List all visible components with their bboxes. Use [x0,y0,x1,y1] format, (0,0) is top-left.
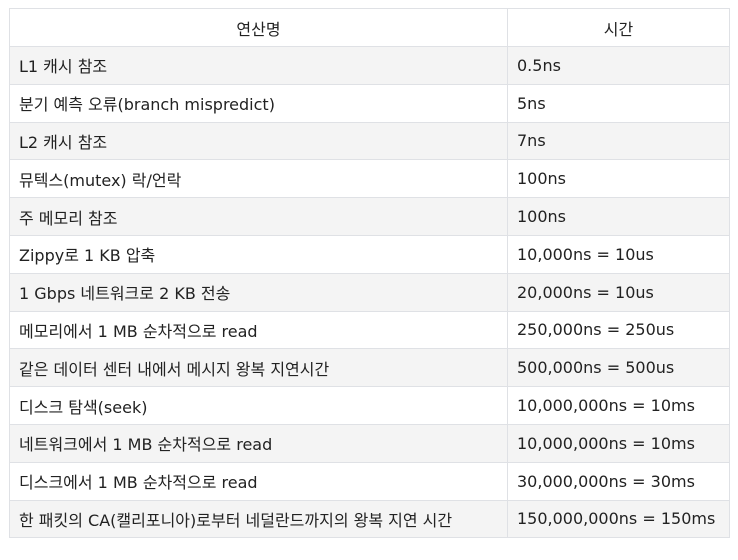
table-header-row: 연산명 시간 [9,8,730,47]
table-row: L1 캐시 참조 0.5ns [9,46,730,85]
table-row: 디스크에서 1 MB 순차적으로 read 30,000,000ns = 30m… [9,461,730,501]
time-cell: 20,000ns = 10us [507,272,730,312]
table-row: Zippy로 1 KB 압축 10,000ns = 10us [9,234,730,274]
table-row: 네트워크에서 1 MB 순차적으로 read 10,000,000ns = 10… [9,423,730,463]
operation-cell: 네트워크에서 1 MB 순차적으로 read [9,423,508,463]
time-cell: 250,000ns = 250us [507,310,730,350]
table-row: 주 메모리 참조 100ns [9,197,730,236]
latency-table-container: 연산명 시간 L1 캐시 참조 0.5ns 분기 예측 오류(branch mi… [9,8,730,539]
table-row: 같은 데이터 센터 내에서 메시지 왕복 지연시간 500,000ns = 50… [9,348,730,388]
table-row: 한 패킷의 CA(캘리포니아)로부터 네덜란드까지의 왕복 지연 시간 150,… [9,499,730,539]
time-cell: 7ns [507,121,730,161]
operation-cell: L2 캐시 참조 [9,121,508,161]
table-row: 디스크 탐색(seek) 10,000,000ns = 10ms [9,386,730,425]
operation-cell: 디스크에서 1 MB 순차적으로 read [9,461,508,501]
operation-cell: 디스크 탐색(seek) [9,386,508,425]
operation-cell: 한 패킷의 CA(캘리포니아)로부터 네덜란드까지의 왕복 지연 시간 [9,499,508,539]
time-cell: 10,000,000ns = 10ms [507,386,730,425]
time-cell: 30,000,000ns = 30ms [507,461,730,501]
time-cell: 150,000,000ns = 150ms [507,499,730,539]
table-row: 뮤텍스(mutex) 락/언락 100ns [9,159,730,199]
operation-cell: 1 Gbps 네트워크로 2 KB 전송 [9,272,508,312]
table-row: L2 캐시 참조 7ns [9,121,730,161]
latency-table: 연산명 시간 L1 캐시 참조 0.5ns 분기 예측 오류(branch mi… [9,8,730,539]
operation-cell: 주 메모리 참조 [9,197,508,236]
header-operation: 연산명 [9,8,508,47]
time-cell: 10,000,000ns = 10ms [507,423,730,463]
header-time: 시간 [507,8,730,47]
operation-cell: Zippy로 1 KB 압축 [9,234,508,274]
operation-cell: L1 캐시 참조 [9,46,508,85]
time-cell: 100ns [507,197,730,236]
operation-cell: 분기 예측 오류(branch mispredict) [9,83,508,123]
table-row: 메모리에서 1 MB 순차적으로 read 250,000ns = 250us [9,310,730,350]
time-cell: 5ns [507,83,730,123]
time-cell: 10,000ns = 10us [507,234,730,274]
time-cell: 0.5ns [507,46,730,85]
table-row: 분기 예측 오류(branch mispredict) 5ns [9,83,730,123]
operation-cell: 뮤텍스(mutex) 락/언락 [9,159,508,199]
time-cell: 100ns [507,159,730,199]
operation-cell: 같은 데이터 센터 내에서 메시지 왕복 지연시간 [9,348,508,388]
table-row: 1 Gbps 네트워크로 2 KB 전송 20,000ns = 10us [9,272,730,312]
time-cell: 500,000ns = 500us [507,348,730,388]
operation-cell: 메모리에서 1 MB 순차적으로 read [9,310,508,350]
